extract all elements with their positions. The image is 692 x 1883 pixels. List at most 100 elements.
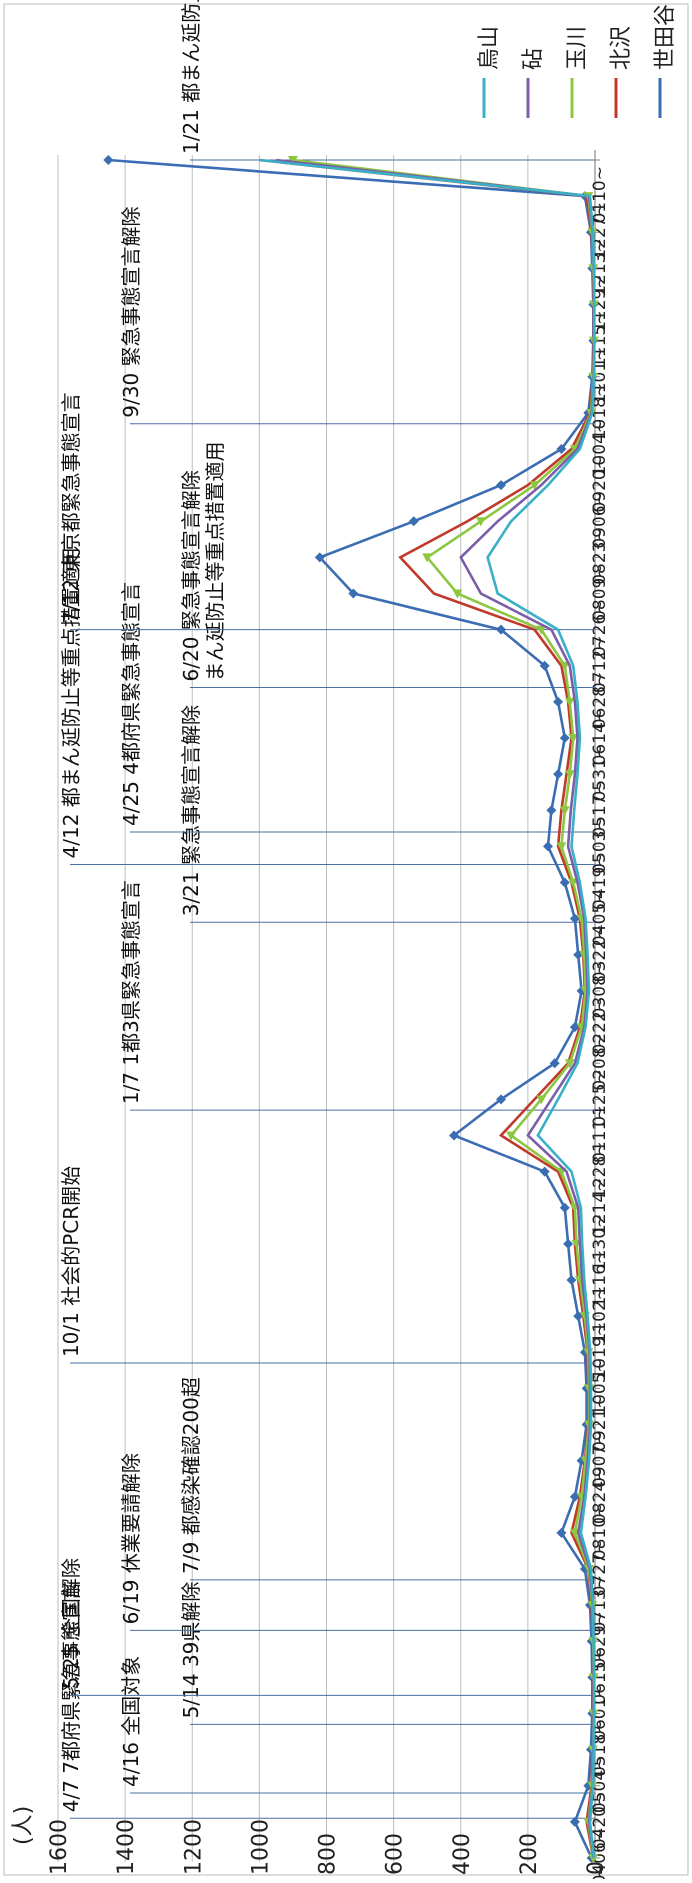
data-point [563, 1238, 574, 1249]
data-point [536, 625, 547, 635]
data-point [566, 1274, 577, 1285]
x-tick-label: 0907~ [590, 1430, 610, 1488]
x-tick-label: 0531~ [590, 744, 610, 802]
event-label: 7/9 都感染確認200超 [179, 1377, 203, 1574]
x-tick-label: 0405~ [590, 889, 610, 947]
event-label: 7/12 東京都緊急事態宣言 [59, 392, 83, 623]
event-label: 4/16 全国対象 [119, 1656, 143, 1787]
data-point [539, 660, 550, 671]
data-point [546, 805, 557, 816]
x-tick-label: 0726~ [590, 600, 610, 658]
data-point [496, 1094, 507, 1105]
chart-group: 02004006008001000120014001600(人)0323~040… [3, 0, 689, 1883]
y-tick-label: 800 [316, 1833, 341, 1875]
event-label: 6/20 緊急事態宣言解除 [179, 470, 203, 681]
event-label: まん延防止等重点措置適用 [203, 441, 227, 681]
event-label: 5/25 全国解除 [59, 1558, 83, 1689]
x-tick-label: 0406~ [590, 1828, 610, 1879]
data-point [314, 552, 325, 563]
x-tick-label: 0110~ [590, 166, 610, 224]
data-point [553, 696, 564, 707]
data-point [568, 734, 579, 744]
x-tick-label: 1018~ [590, 383, 610, 441]
data-point [496, 624, 507, 635]
x-tick-label: 0628~ [590, 672, 610, 730]
legend-label: 北沢 [609, 26, 634, 70]
data-point [348, 588, 359, 599]
data-point [556, 842, 567, 852]
series-line-2 [292, 158, 596, 1859]
data-point [536, 1095, 547, 1105]
x-tick-label: 1228~ [590, 1141, 610, 1199]
x-tick-label: 1004~ [590, 419, 610, 477]
series-line-4 [259, 158, 596, 1859]
y-tick-label: 1600 [47, 1819, 72, 1875]
x-tick-label: 0614~ [590, 708, 610, 766]
x-tick-label: 0712~ [590, 636, 610, 694]
x-tick-label: 1227~ [590, 202, 610, 260]
legend-label: 世田谷 [653, 4, 678, 70]
event-label: 6/19 休業要請解除 [119, 1453, 143, 1624]
data-point [559, 661, 570, 671]
series-line-3 [276, 158, 596, 1859]
data-point [568, 878, 579, 888]
event-label: 5/14 39県解除 [179, 1582, 203, 1719]
data-point [573, 1311, 584, 1322]
data-point [556, 1527, 567, 1538]
series-line-0 [108, 158, 595, 1859]
event-label: 4/25 4都府県緊急事態宣言 [119, 582, 143, 826]
data-point [408, 516, 419, 527]
legend-label: 烏山 [477, 26, 502, 70]
x-tick-label: 0125~ [590, 1069, 610, 1127]
data-point [559, 1202, 570, 1213]
data-point [452, 589, 463, 599]
x-tick-label: 1214~ [590, 1178, 610, 1236]
y-tick-label: 0 [584, 1861, 609, 1875]
y-tick-label: 600 [383, 1833, 408, 1875]
data-point [449, 1130, 460, 1141]
x-tick-label: 0420~ [590, 1792, 610, 1850]
event-label: 3/21 緊急事態宣言解除 [179, 705, 203, 916]
y-tick-label: 200 [517, 1833, 542, 1875]
x-tick-label: 1019~ [590, 1322, 610, 1380]
data-point [559, 733, 570, 744]
data-point [559, 877, 570, 888]
x-tick-label: 0419~ [590, 852, 610, 910]
data-point [475, 517, 486, 527]
data-point [564, 697, 575, 707]
x-tick-label: 0906~ [590, 491, 610, 549]
x-tick-label: 0920~ [590, 455, 610, 513]
x-tick-label: 0809~ [590, 563, 610, 621]
data-point [564, 770, 575, 780]
x-tick-label: 0308~ [590, 961, 610, 1019]
data-point [543, 841, 554, 852]
event-label: 1/7 1都3県緊急事態宣言 [119, 880, 143, 1104]
x-tick-label: 0504~ [590, 1756, 610, 1814]
data-point [588, 1854, 599, 1863]
x-tick-label: 0810~ [590, 1503, 610, 1561]
event-label: 10/1 社会的PCR開始 [59, 1166, 83, 1357]
x-tick-label: 0517~ [590, 780, 610, 838]
event-label: 4/12 都まん延防止等重点措置適用 [59, 547, 83, 858]
series-line-1 [259, 158, 596, 1859]
data-point [569, 1022, 580, 1033]
chart-frame [3, 3, 689, 1876]
y-tick-label: 1200 [181, 1819, 206, 1875]
x-tick-label: 0713~ [590, 1575, 610, 1633]
y-tick-label: 1000 [248, 1819, 273, 1875]
x-tick-label: 0921~ [590, 1394, 610, 1452]
x-tick-label: 0823~ [590, 527, 610, 585]
data-point [559, 806, 570, 816]
data-point [422, 553, 433, 563]
data-point [506, 1131, 517, 1141]
data-point [539, 1166, 550, 1177]
data-point [496, 480, 507, 491]
data-point [569, 1816, 580, 1827]
x-tick-label: 0222~ [590, 997, 610, 1055]
x-tick-label: 0208~ [590, 1033, 610, 1091]
data-point [569, 913, 580, 924]
x-tick-label: 0111~ [590, 1105, 610, 1163]
